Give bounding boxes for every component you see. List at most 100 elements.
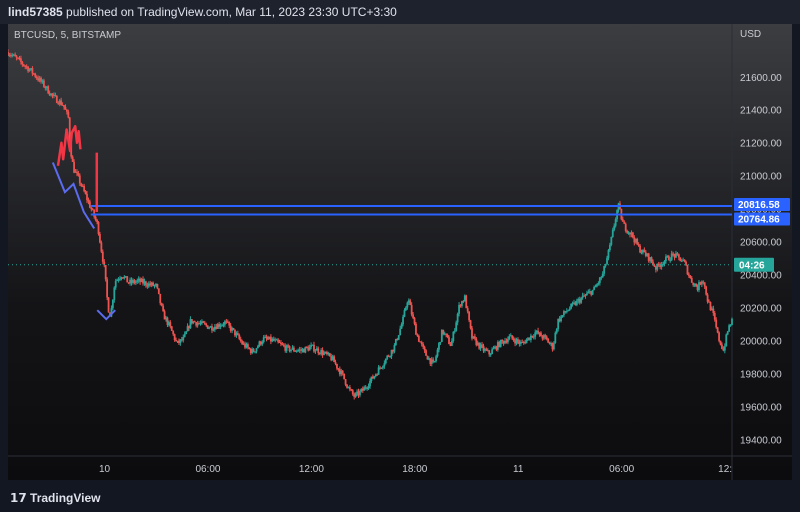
candle-body xyxy=(627,232,630,234)
candle-body xyxy=(100,242,103,252)
candle-body xyxy=(351,390,354,395)
level-price-tag[interactable] xyxy=(734,197,790,211)
y-tick-label: 19800.00 xyxy=(740,370,782,381)
candle-body xyxy=(383,363,386,367)
candle-body xyxy=(604,264,607,267)
y-tick-label: 21000.00 xyxy=(740,172,782,183)
level-price-tag[interactable] xyxy=(734,212,790,226)
candle-body xyxy=(466,308,469,312)
candle-body xyxy=(331,356,334,361)
candle-body xyxy=(699,282,702,285)
candle-body xyxy=(38,77,41,81)
candle-body xyxy=(639,245,641,253)
candle-body xyxy=(47,86,50,94)
y-tick-label: 20400.00 xyxy=(740,271,782,282)
candle-body xyxy=(369,380,371,387)
candle-body xyxy=(189,319,192,329)
candle-body xyxy=(590,291,593,295)
blue-path-drawing[interactable] xyxy=(51,162,96,229)
candle-body xyxy=(583,295,585,297)
candle-body xyxy=(672,253,675,255)
chart-area[interactable]: 19400.00 19600.00 19800.00 20000.00 20200.00… xyxy=(8,24,792,480)
candle-body xyxy=(221,324,223,326)
candle-body xyxy=(347,387,350,389)
candle-body xyxy=(97,221,100,235)
candle-body xyxy=(596,284,598,287)
candle-body xyxy=(193,321,196,323)
candle-body xyxy=(478,342,481,349)
candle-body xyxy=(202,321,205,323)
candle-body xyxy=(99,234,101,243)
candle-body xyxy=(455,322,458,331)
candle-body xyxy=(532,336,535,338)
candle-body xyxy=(426,355,429,360)
countdown-tag[interactable] xyxy=(734,257,774,272)
candle-body xyxy=(340,370,343,375)
candle-body xyxy=(58,100,61,105)
candle-body xyxy=(173,334,176,341)
candle-body xyxy=(577,299,580,301)
candle-body xyxy=(133,280,136,283)
symbol-label[interactable]: BTCUSD, 5, BITSTAMP xyxy=(14,30,122,41)
currency-label[interactable]: USD xyxy=(740,29,761,40)
candle-body xyxy=(680,260,683,262)
x-tick-label: 12: xyxy=(718,464,732,475)
candle-body xyxy=(264,336,267,338)
candle-body xyxy=(356,391,358,394)
candle-body xyxy=(27,66,30,72)
candle-body xyxy=(172,330,175,335)
candle-body xyxy=(129,279,132,284)
author-name[interactable]: lind57385 xyxy=(8,5,63,19)
candle-body xyxy=(294,350,297,352)
candle-body xyxy=(12,54,15,56)
candle-body xyxy=(531,335,534,337)
candle-body xyxy=(185,331,188,334)
candle-body xyxy=(588,291,591,293)
candle-body xyxy=(134,281,137,283)
candle-body xyxy=(139,278,142,282)
candle-body xyxy=(192,321,195,324)
candle-body xyxy=(318,353,321,355)
candle-body xyxy=(152,282,154,286)
candle-body xyxy=(422,344,425,347)
candle-body xyxy=(657,263,660,266)
candle-body xyxy=(545,336,548,339)
candle-body xyxy=(416,334,419,336)
candle-body xyxy=(637,244,640,246)
candle-body xyxy=(643,249,646,253)
candle-body xyxy=(469,320,472,329)
candle-body xyxy=(258,341,261,347)
red-scribble-drawing[interactable] xyxy=(56,124,82,166)
tradingview-logo-text[interactable]: TradingView xyxy=(30,491,101,505)
candle-body xyxy=(656,263,659,270)
candle-body xyxy=(554,332,557,343)
candle-body xyxy=(423,346,426,351)
candle-body xyxy=(650,257,653,262)
down-arrow-icon[interactable] xyxy=(96,309,116,321)
candle-body xyxy=(96,219,98,222)
candle-body xyxy=(183,333,186,337)
candle-body xyxy=(300,349,302,351)
candle-body xyxy=(570,303,573,309)
candle-body xyxy=(265,336,268,339)
candle-body xyxy=(425,350,427,356)
candle-body xyxy=(162,305,165,312)
candle-body xyxy=(229,325,232,331)
price-chart[interactable]: 19400.00 19600.00 19800.00 20000.00 20200.00… xyxy=(8,24,792,480)
candle-body xyxy=(327,353,330,355)
candle-body xyxy=(9,55,12,57)
candle-body xyxy=(594,286,597,288)
candle-body xyxy=(608,244,611,251)
candle-body xyxy=(226,321,229,323)
candle-body xyxy=(600,277,603,279)
candle-body xyxy=(305,346,308,348)
candle-body xyxy=(591,289,594,295)
candle-body xyxy=(287,345,290,347)
candle-body xyxy=(541,336,544,339)
candle-body xyxy=(357,391,360,396)
candle-body xyxy=(535,330,538,333)
candle-body xyxy=(91,209,94,211)
candle-body xyxy=(348,387,351,390)
candle-body xyxy=(159,293,162,304)
tradingview-logo-icon[interactable]: 𝟭𝟳 xyxy=(10,491,27,505)
